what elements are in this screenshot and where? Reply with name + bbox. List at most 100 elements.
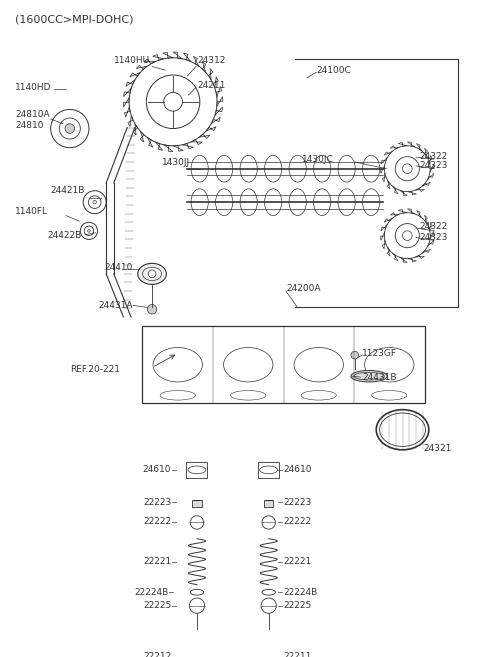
Polygon shape — [387, 180, 390, 189]
Circle shape — [148, 270, 156, 278]
Polygon shape — [430, 231, 434, 240]
Circle shape — [403, 164, 412, 173]
Polygon shape — [136, 65, 147, 70]
Polygon shape — [213, 77, 218, 88]
Text: 22224B: 22224B — [283, 588, 317, 597]
Polygon shape — [123, 97, 129, 107]
Polygon shape — [173, 52, 182, 58]
Polygon shape — [427, 173, 434, 180]
Text: 24431A: 24431A — [98, 301, 133, 310]
Text: 24610: 24610 — [283, 465, 312, 474]
Polygon shape — [415, 189, 424, 192]
Polygon shape — [430, 164, 434, 173]
Text: 22221: 22221 — [143, 557, 171, 566]
Polygon shape — [164, 145, 173, 152]
Polygon shape — [208, 68, 213, 79]
Text: 24431B: 24431B — [362, 373, 397, 382]
Polygon shape — [133, 124, 138, 135]
Polygon shape — [399, 257, 408, 262]
Text: 1430JC: 1430JC — [302, 154, 334, 164]
Polygon shape — [191, 140, 202, 145]
Polygon shape — [381, 165, 385, 173]
Polygon shape — [147, 137, 153, 147]
Polygon shape — [211, 117, 220, 124]
Text: 24610: 24610 — [143, 465, 171, 474]
Circle shape — [65, 124, 74, 133]
Polygon shape — [398, 210, 408, 213]
Polygon shape — [381, 157, 387, 164]
Text: 24810: 24810 — [15, 121, 44, 130]
Polygon shape — [140, 131, 144, 142]
Polygon shape — [130, 72, 140, 77]
Polygon shape — [408, 258, 417, 262]
Text: 22222: 22222 — [283, 517, 311, 526]
Polygon shape — [199, 134, 210, 139]
Polygon shape — [381, 224, 387, 231]
Bar — [258, 463, 279, 478]
Polygon shape — [387, 247, 390, 256]
Polygon shape — [408, 191, 417, 195]
Polygon shape — [381, 232, 385, 240]
Text: 24100C: 24100C — [316, 66, 351, 75]
Polygon shape — [182, 143, 193, 149]
Circle shape — [351, 351, 359, 359]
Polygon shape — [422, 182, 431, 187]
Polygon shape — [393, 187, 398, 194]
Polygon shape — [383, 240, 386, 249]
Text: 24322: 24322 — [420, 152, 448, 161]
Polygon shape — [390, 213, 399, 216]
Polygon shape — [216, 87, 222, 97]
Text: 24810A: 24810A — [15, 110, 50, 119]
Ellipse shape — [138, 263, 167, 284]
Bar — [192, 499, 202, 507]
Polygon shape — [206, 127, 216, 131]
Polygon shape — [417, 210, 422, 218]
Polygon shape — [427, 240, 434, 247]
Ellipse shape — [351, 371, 387, 382]
Polygon shape — [384, 218, 393, 222]
Bar — [186, 463, 207, 478]
Text: 24421B: 24421B — [51, 186, 85, 195]
Polygon shape — [429, 222, 432, 232]
Polygon shape — [126, 79, 135, 87]
Circle shape — [88, 229, 90, 232]
Polygon shape — [429, 155, 432, 165]
Text: 22223: 22223 — [283, 498, 311, 507]
Text: 22211: 22211 — [283, 652, 312, 657]
Polygon shape — [215, 107, 223, 116]
Polygon shape — [217, 97, 223, 106]
Bar — [143, 327, 424, 403]
Polygon shape — [398, 143, 408, 147]
Polygon shape — [202, 62, 206, 72]
Text: 24321: 24321 — [423, 444, 452, 453]
Polygon shape — [424, 215, 428, 224]
Text: (1600CC>MPI-DOHC): (1600CC>MPI-DOHC) — [15, 14, 134, 25]
Text: 24422B: 24422B — [47, 231, 81, 240]
Polygon shape — [124, 106, 130, 117]
Polygon shape — [144, 59, 155, 64]
Text: 24322: 24322 — [420, 221, 448, 231]
Text: 1140HD: 1140HD — [15, 83, 52, 92]
Polygon shape — [399, 191, 408, 196]
Text: 1430JJ: 1430JJ — [162, 158, 190, 166]
Polygon shape — [390, 146, 399, 149]
Circle shape — [403, 231, 412, 240]
Polygon shape — [417, 143, 422, 151]
Text: 24323: 24323 — [420, 162, 448, 170]
Text: REF.20-221: REF.20-221 — [70, 365, 120, 374]
Text: 1140HU: 1140HU — [114, 56, 150, 65]
Polygon shape — [415, 256, 424, 259]
Text: 22225: 22225 — [283, 601, 311, 610]
Polygon shape — [384, 151, 393, 155]
Text: 22223: 22223 — [143, 498, 171, 507]
Polygon shape — [393, 253, 398, 261]
Polygon shape — [124, 88, 131, 97]
Text: 24410: 24410 — [104, 263, 132, 272]
Text: 22225: 22225 — [143, 601, 171, 610]
Text: 24323: 24323 — [420, 233, 448, 242]
Polygon shape — [155, 142, 163, 150]
Circle shape — [93, 200, 96, 204]
Polygon shape — [408, 209, 415, 214]
Text: 22224B: 22224B — [134, 588, 168, 597]
Polygon shape — [173, 145, 183, 151]
